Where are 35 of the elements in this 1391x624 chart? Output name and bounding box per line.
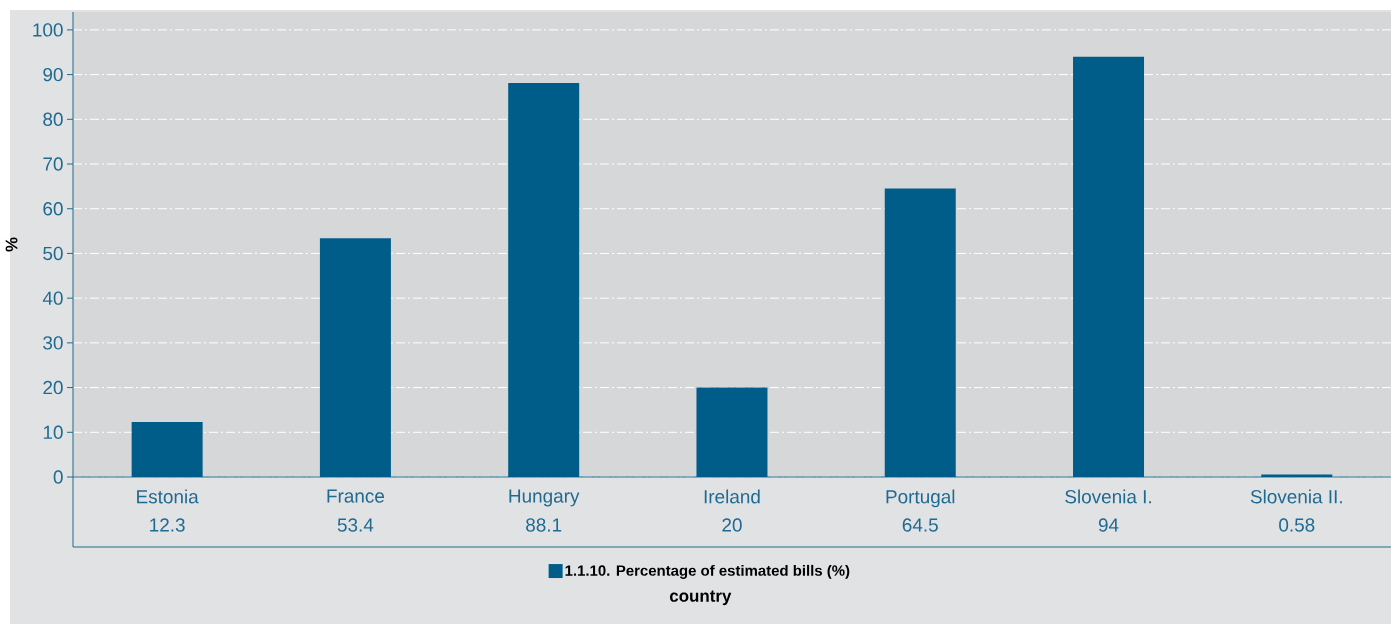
x-tick-label: Ireland	[704, 489, 760, 504]
bar	[1261, 474, 1333, 477]
y-tick-label: 10	[43, 425, 63, 439]
y-tick-label: 100	[33, 23, 63, 37]
y-tick-label: 90	[43, 67, 63, 82]
bar	[319, 238, 391, 477]
y-tick-label: 40	[42, 291, 63, 305]
x-tick-label: France	[327, 489, 385, 503]
data-label: 94	[1098, 518, 1119, 532]
x-tick-label: Portugal	[886, 489, 955, 508]
x-tick-label: Slovenia I.	[1065, 489, 1151, 504]
data-label: 0.58	[1279, 518, 1315, 532]
y-tick-label: 60	[43, 202, 63, 216]
x-tick-label: Hungary	[509, 489, 580, 507]
data-label: 12.3	[150, 518, 185, 532]
bar	[508, 83, 580, 477]
bar	[131, 422, 203, 477]
y-tick-label: 30	[43, 336, 63, 350]
x-tick-label: Estonia	[137, 489, 199, 504]
y-tick-label: 80	[43, 112, 63, 127]
x-axis-title: country	[669, 590, 732, 606]
legend-label: 1.1.10. Percentage of estimated bills (%)	[565, 564, 850, 579]
y-tick-label: 70	[43, 157, 63, 171]
bar	[884, 188, 956, 477]
data-label: 64.5	[902, 518, 938, 532]
data-label: 53.4	[337, 518, 374, 532]
data-label: 88.1	[526, 518, 562, 532]
y-axis-title: %	[5, 237, 18, 252]
x-tick-label: Slovenia II.	[1250, 489, 1342, 504]
data-label: 20	[722, 518, 742, 532]
bar	[1073, 56, 1145, 477]
y-tick-label: 0	[53, 470, 63, 484]
y-tick-label: 50	[43, 246, 63, 261]
y-tick-label: 20	[43, 380, 63, 395]
bar	[696, 387, 768, 477]
